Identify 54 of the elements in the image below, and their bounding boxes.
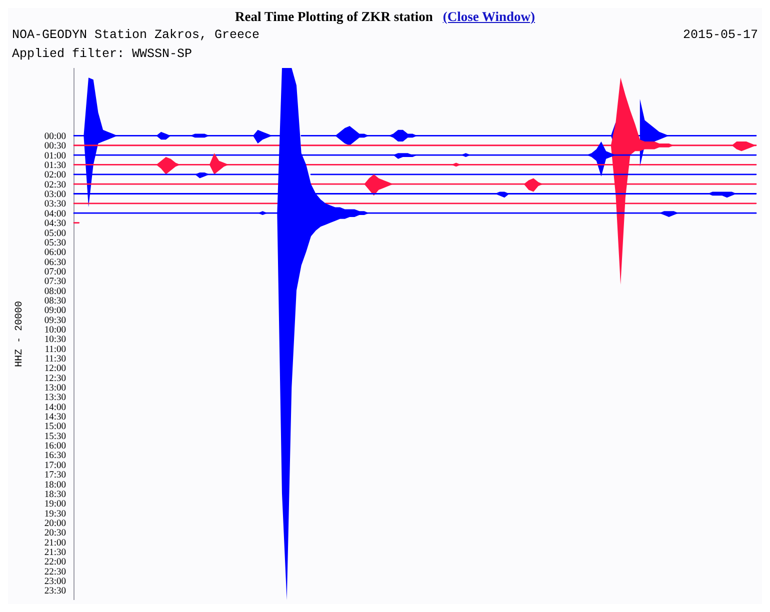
y-tick-label: 09:30 bbox=[44, 316, 66, 326]
y-tick-label: 17:00 bbox=[44, 460, 66, 471]
y-tick-label: 19:30 bbox=[44, 509, 66, 520]
y-tick-label: 06:00 bbox=[44, 248, 66, 258]
y-tick-label: 22:00 bbox=[44, 558, 66, 568]
y-tick-label: 17:30 bbox=[44, 470, 66, 481]
y-tick-label: 18:00 bbox=[44, 480, 66, 490]
y-tick-label: 13:00 bbox=[44, 384, 66, 394]
y-tick-label: 11:00 bbox=[44, 344, 66, 355]
y-tick-label: 10:00 bbox=[44, 325, 66, 336]
y-tick-label: 02:30 bbox=[44, 180, 66, 190]
y-tick-label: 07:30 bbox=[44, 277, 66, 288]
y-tick-label: 04:00 bbox=[44, 209, 66, 220]
y-tick-label: 22:30 bbox=[44, 567, 66, 578]
y-tick-label: 07:00 bbox=[44, 267, 66, 278]
text: Applied filter: WWSSN-SP bbox=[12, 47, 192, 61]
y-axis-title: HHZ - 20000 bbox=[14, 300, 26, 368]
y-tick-label: 00:00 bbox=[44, 132, 66, 142]
y-tick-label: 06:30 bbox=[44, 258, 66, 268]
y-tick-label: 04:30 bbox=[44, 219, 66, 230]
text: (Close Window) bbox=[442, 9, 535, 24]
y-tick-label: 01:30 bbox=[44, 161, 66, 172]
y-tick-label: 16:00 bbox=[44, 442, 66, 452]
y-tick-label: 14:30 bbox=[44, 412, 66, 423]
chart-subtitle: NOA-GEODYN Station Zakros, Greece bbox=[12, 28, 260, 42]
y-tick-label: 03:30 bbox=[44, 200, 66, 210]
y-tick-label: 09:00 bbox=[44, 306, 66, 316]
y-tick-label: 08:00 bbox=[44, 286, 66, 297]
y-tick-label: 02:00 bbox=[44, 170, 66, 181]
y-tick-label: 08:30 bbox=[44, 296, 66, 306]
y-tick-label: 21:00 bbox=[44, 538, 66, 548]
y-tick-label: 05:30 bbox=[44, 238, 66, 248]
y-tick-label: 12:30 bbox=[44, 374, 66, 384]
y-tick-label: 13:30 bbox=[44, 393, 66, 404]
y-tick-label: 03:00 bbox=[44, 190, 66, 200]
y-tick-label: 19:00 bbox=[44, 500, 66, 510]
y-tick-label: 00:30 bbox=[44, 142, 66, 152]
y-tick-label: 10:30 bbox=[44, 335, 66, 346]
y-tick-label: 05:00 bbox=[44, 228, 66, 239]
chart-title: Real Time Plotting of ZKR station bbox=[234, 9, 433, 24]
y-tick-label: 15:00 bbox=[44, 422, 66, 432]
y-tick-label: 23:00 bbox=[44, 576, 66, 587]
y-tick-label: 15:30 bbox=[44, 432, 66, 442]
y-tick-label: 20:00 bbox=[44, 518, 66, 529]
y-tick-label: 23:30 bbox=[44, 586, 66, 597]
text: 2015-05-17 bbox=[682, 28, 758, 42]
y-tick-label: 21:30 bbox=[44, 548, 66, 558]
y-tick-label: 18:30 bbox=[44, 490, 66, 500]
y-tick-label: 11:30 bbox=[44, 354, 66, 365]
y-tick-label: 20:30 bbox=[44, 528, 66, 539]
y-tick-label: 14:00 bbox=[44, 402, 66, 413]
y-tick-label: 16:30 bbox=[44, 451, 66, 462]
y-tick-label: 01:00 bbox=[44, 151, 66, 162]
y-tick-label: 12:00 bbox=[44, 364, 66, 374]
